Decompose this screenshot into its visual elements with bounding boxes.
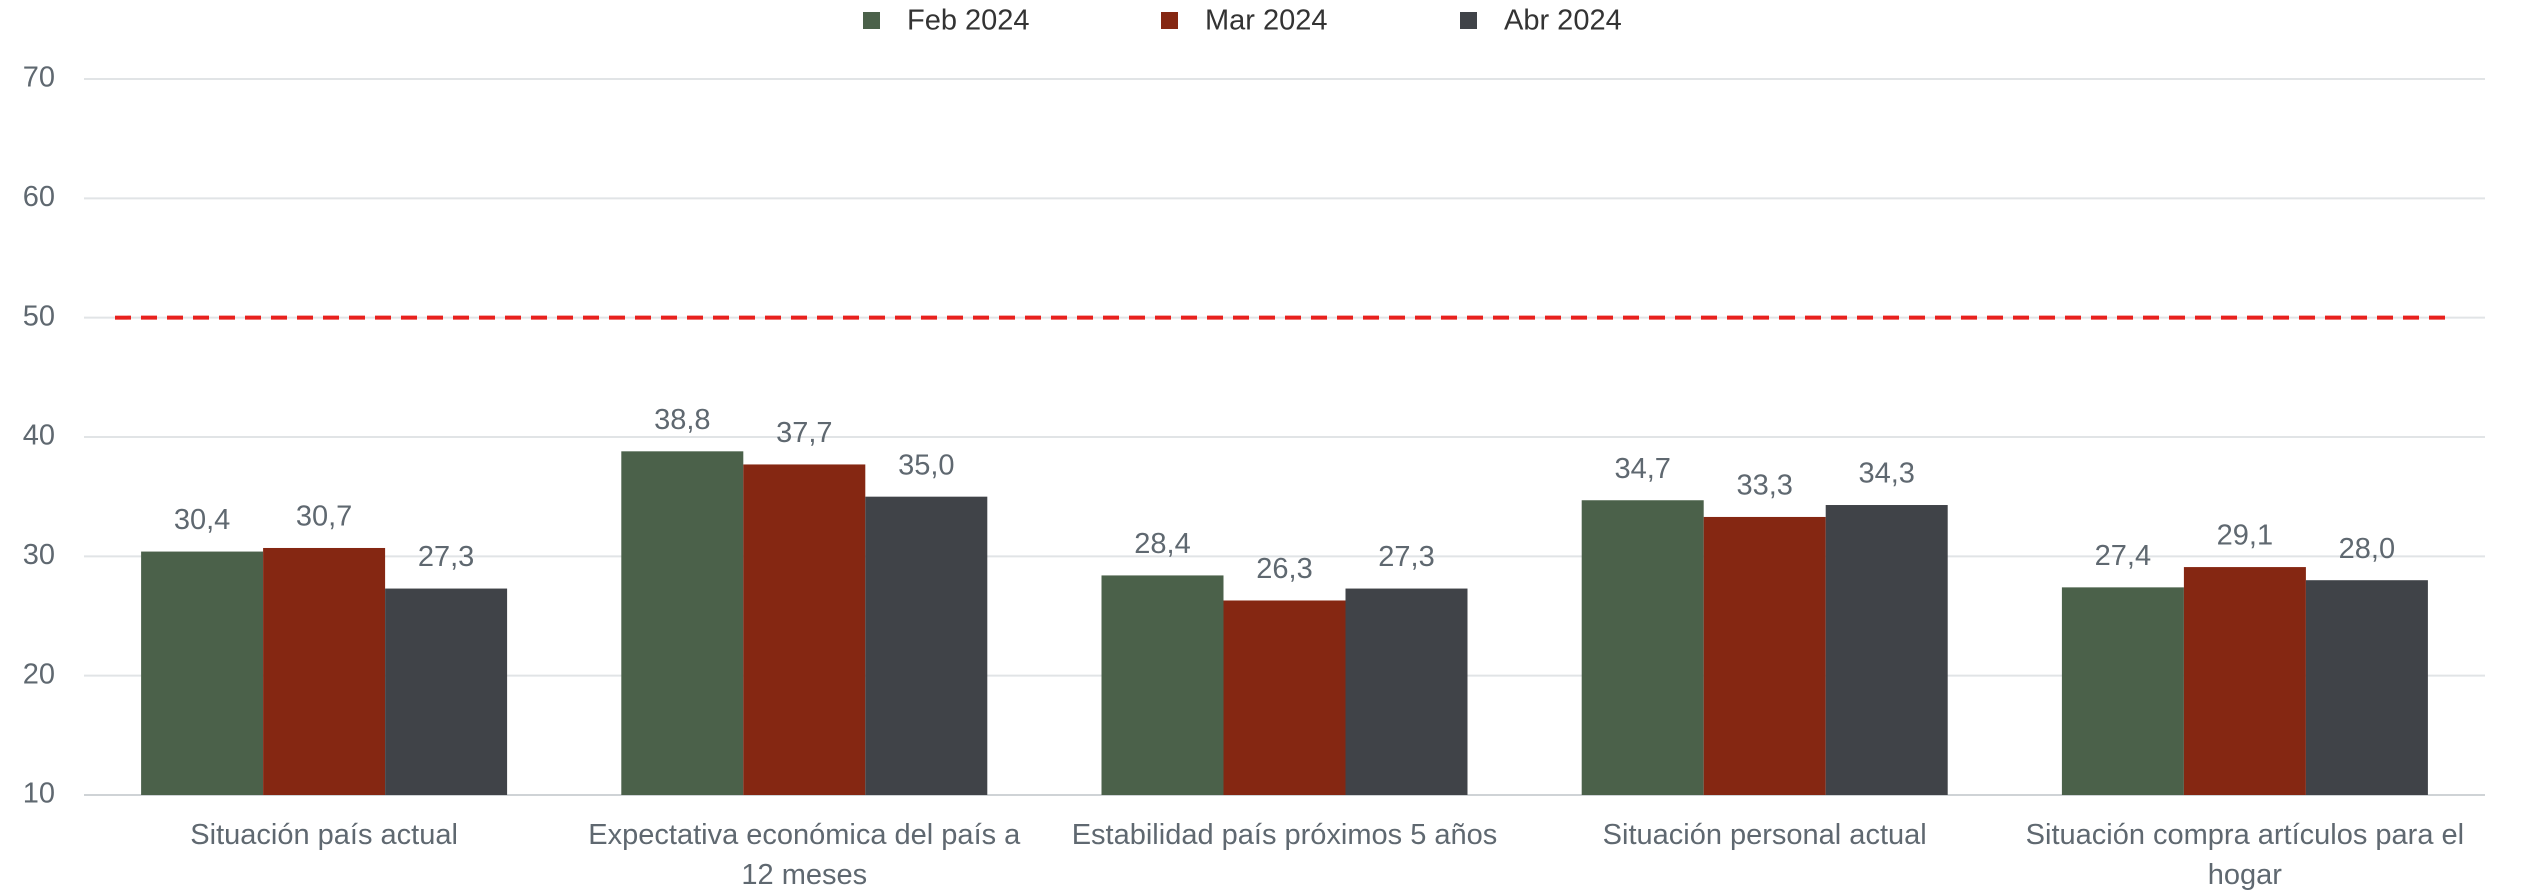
legend-marker <box>863 12 880 29</box>
data-label: 34,3 <box>1858 458 1914 490</box>
legend-label: Mar 2024 <box>1205 5 1328 37</box>
data-label: 33,3 <box>1736 470 1792 502</box>
bar <box>1581 500 1704 795</box>
legend-marker <box>1161 12 1178 29</box>
y-tick-label: 10 <box>23 778 55 810</box>
y-tick-label: 20 <box>23 658 55 690</box>
bar <box>1703 516 1826 795</box>
data-label: 27,3 <box>418 541 474 573</box>
data-label: 30,7 <box>296 501 352 533</box>
y-tick-label: 30 <box>23 539 55 571</box>
bar <box>1101 575 1224 795</box>
data-label: 26,3 <box>1256 553 1312 585</box>
y-tick-label: 50 <box>23 300 55 332</box>
bar <box>385 588 508 795</box>
y-tick-label: 40 <box>23 420 55 452</box>
bar <box>2061 587 2184 795</box>
x-tick-label: Situación compra artículos para el hogar <box>2025 819 2465 891</box>
bar <box>263 547 386 795</box>
legend-label: Feb 2024 <box>907 5 1030 37</box>
data-label: 30,4 <box>174 504 230 536</box>
legend-label: Abr 2024 <box>1504 5 1622 37</box>
bar <box>621 451 744 795</box>
x-tick-label: Situación personal actual <box>1602 819 1927 851</box>
data-label: 35,0 <box>898 449 954 481</box>
x-tick-label: Estabilidad país próximos 5 años <box>1071 819 1498 851</box>
y-tick-label: 70 <box>23 62 55 94</box>
data-label: 27,4 <box>2095 540 2151 572</box>
data-label: 37,7 <box>776 417 832 449</box>
bar <box>1825 505 1948 795</box>
bar <box>2305 580 2428 795</box>
bar <box>2183 567 2306 795</box>
y-tick-label: 60 <box>23 181 55 213</box>
legend-marker <box>1460 12 1477 29</box>
bar <box>141 551 264 795</box>
bar <box>865 496 988 795</box>
data-label: 27,3 <box>1378 541 1434 573</box>
data-label: 38,8 <box>654 404 710 436</box>
bar <box>743 464 866 795</box>
data-label: 28,4 <box>1134 528 1190 560</box>
data-label: 28,0 <box>2339 533 2395 565</box>
bar <box>1223 600 1346 795</box>
data-label: 29,1 <box>2217 520 2273 552</box>
x-tick-label: Expectativa económica del país a 12 mese… <box>588 819 1021 891</box>
data-label: 34,7 <box>1614 453 1670 485</box>
x-tick-label: Situación país actual <box>190 819 458 851</box>
bar <box>1345 588 1468 795</box>
